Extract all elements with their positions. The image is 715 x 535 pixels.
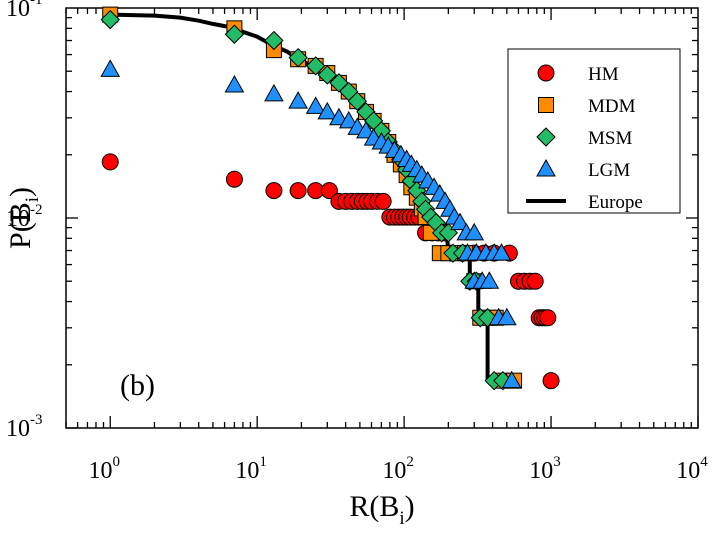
legend-label-lgm: LGM — [588, 160, 630, 181]
x-tick-label: 103 — [529, 454, 561, 484]
x-axis-title-main: R(B — [349, 490, 399, 523]
point-msm — [264, 30, 284, 51]
y-axis-title-main: P(B — [4, 202, 37, 249]
point-hm — [539, 309, 557, 327]
point-lgm — [464, 222, 485, 241]
point-msm — [224, 24, 245, 44]
point-lgm — [288, 91, 308, 109]
point-lgm — [491, 243, 512, 261]
y-tick-label-exp: -2 — [30, 202, 43, 218]
y-tick-label-base: 10 — [6, 0, 30, 22]
x-tick-label-exp: 4 — [700, 454, 708, 470]
x-axis-title-close: ) — [405, 490, 415, 523]
x-tick-label: 100 — [88, 454, 120, 484]
markers-layer — [100, 6, 560, 391]
x-tick-label: 104 — [676, 454, 708, 484]
y-tick-label: 10-2 — [6, 202, 43, 232]
point-lgm — [501, 370, 522, 389]
x-tick-label-base: 10 — [88, 458, 112, 484]
x-tick-label-base: 10 — [382, 458, 406, 484]
point-hm — [101, 153, 119, 171]
y-tick-label-exp: -3 — [30, 412, 43, 428]
y-axis-title-sub: i — [22, 197, 43, 202]
point-lgm — [479, 271, 500, 289]
x-axis-title-sub: i — [399, 508, 404, 529]
x-tick-label: 102 — [382, 454, 414, 484]
point-hm — [289, 182, 307, 200]
point-hm — [526, 272, 544, 290]
x-tick-label-exp: 0 — [112, 454, 120, 470]
x-tick-label-exp: 1 — [259, 454, 267, 470]
y-tick-label: 10-1 — [6, 0, 43, 22]
point-lgm — [338, 110, 359, 129]
legend-swatch-msm — [536, 127, 556, 147]
y-tick-label-base: 10 — [6, 416, 30, 442]
y-axis-title-close: ) — [4, 187, 37, 197]
point-lgm — [305, 96, 326, 114]
legend-swatch-hm — [537, 64, 555, 82]
point-lgm — [100, 59, 121, 77]
point-msm — [100, 9, 120, 30]
point-msm — [317, 65, 337, 85]
legend: HM MDM MSM LGM Europe — [507, 48, 681, 214]
legend-box — [507, 48, 681, 214]
point-msm — [305, 56, 326, 76]
point-hm — [225, 170, 243, 188]
legend-label-hm: HM — [588, 64, 619, 85]
legend-swatch-mdm — [538, 97, 554, 113]
point-hm — [265, 182, 283, 200]
point-hm — [374, 192, 392, 210]
legend-label-mdm: MDM — [588, 96, 636, 117]
point-lgm — [450, 212, 470, 231]
y-axis-title: P(Bi) — [4, 187, 43, 249]
legend-label-msm: MSM — [588, 128, 632, 149]
point-hm — [320, 182, 338, 200]
y-tick-label-exp: -1 — [30, 0, 43, 8]
x-tick-label-base: 10 — [676, 458, 700, 484]
point-lgm — [496, 307, 517, 326]
y-tick-label-base: 10 — [6, 206, 30, 232]
point-lgm — [264, 83, 284, 102]
point-msm — [347, 91, 367, 111]
x-axis-title: R(Bi) — [349, 490, 414, 529]
panel-label: (b) — [120, 369, 155, 402]
legend-label-europe: Europe — [588, 192, 643, 213]
x-tick-label-exp: 2 — [406, 454, 414, 470]
x-tick-label-base: 10 — [529, 458, 553, 484]
y-tick-label: 10-3 — [6, 412, 43, 442]
x-tick-label-exp: 3 — [553, 454, 561, 470]
point-lgm — [224, 74, 245, 93]
point-lgm — [317, 101, 338, 120]
point-msm — [288, 47, 308, 68]
legend-swatch-lgm — [536, 158, 556, 177]
x-tick-label-base: 10 — [235, 458, 259, 484]
point-hm — [542, 372, 560, 390]
x-tick-label: 101 — [235, 454, 267, 484]
